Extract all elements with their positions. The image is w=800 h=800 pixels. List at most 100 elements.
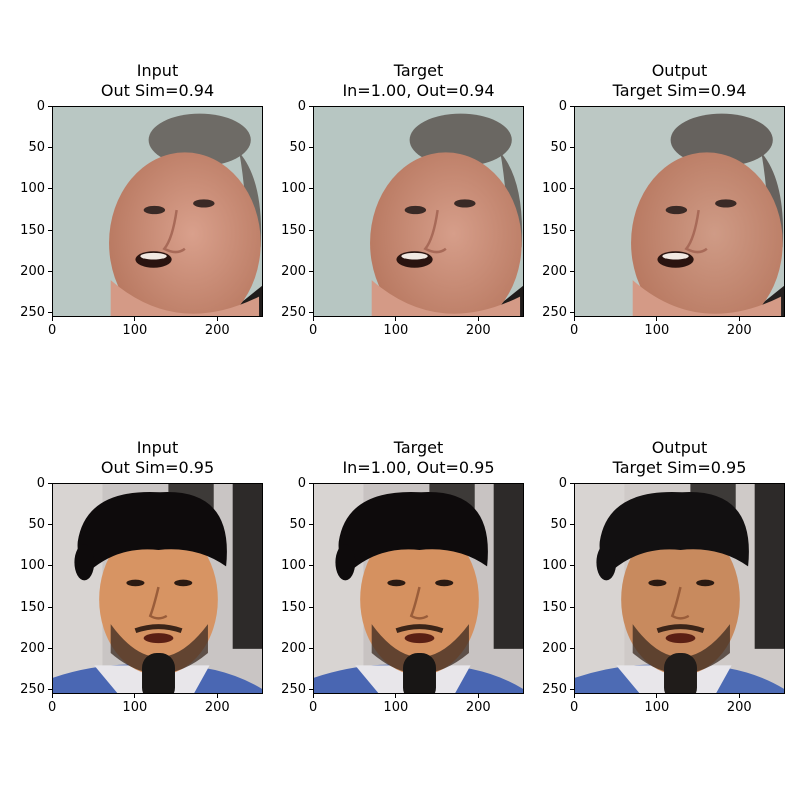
y-tick-label: 250 xyxy=(20,682,45,698)
y-tick-label: 50 xyxy=(550,140,567,156)
y-tick-label: 0 xyxy=(36,476,45,491)
y-tick-mark xyxy=(570,483,574,484)
y-tick-mark xyxy=(48,312,52,314)
y-tick-mark xyxy=(48,147,52,149)
y-tick-mark xyxy=(309,606,313,608)
subplot-title-line2: In=1.00, Out=0.94 xyxy=(342,81,495,100)
subplot-title-line2: Target Sim=0.94 xyxy=(612,81,747,100)
y-tick-mark xyxy=(570,312,574,314)
y-tick-label: 250 xyxy=(281,682,306,698)
y-tick-label: 50 xyxy=(550,517,567,533)
y-tick-label: 0 xyxy=(558,99,567,114)
y-tick-label: 150 xyxy=(20,222,45,238)
subplot-image-face-man-with-microphone xyxy=(52,483,263,694)
y-tick-mark xyxy=(48,565,52,567)
y-tick-mark xyxy=(570,147,574,149)
subplot-title: Target In=1.00, Out=0.94 xyxy=(289,61,549,101)
subplot-title: Input Out Sim=0.95 xyxy=(28,438,288,478)
y-tick-mark xyxy=(309,689,313,691)
y-tick-label: 200 xyxy=(542,263,567,279)
y-tick-mark xyxy=(309,565,313,567)
x-tick-mark xyxy=(313,317,314,321)
y-tick-mark xyxy=(48,270,52,272)
y-tick-label: 200 xyxy=(20,640,45,656)
x-tick-label: 100 xyxy=(383,323,409,338)
x-tick-mark xyxy=(313,694,314,698)
x-tick-label: 200 xyxy=(465,323,491,338)
x-tick-mark xyxy=(395,694,397,698)
x-tick-mark xyxy=(574,694,575,698)
x-tick-label: 100 xyxy=(644,700,670,715)
x-tick-mark xyxy=(574,317,575,321)
x-tick-label: 0 xyxy=(309,323,318,338)
y-tick-mark xyxy=(309,229,313,231)
y-tick-label: 200 xyxy=(542,640,567,656)
x-tick-label: 100 xyxy=(644,323,670,338)
x-tick-mark xyxy=(134,694,136,698)
subplot-title-line2: Out Sim=0.94 xyxy=(100,81,215,100)
x-tick-mark xyxy=(477,694,479,698)
y-tick-label: 200 xyxy=(281,263,306,279)
x-tick-label: 200 xyxy=(726,323,752,338)
x-tick-label: 100 xyxy=(383,700,409,715)
x-tick-label: 0 xyxy=(570,700,579,715)
x-tick-mark xyxy=(52,694,53,698)
x-tick-label: 0 xyxy=(570,323,579,338)
y-tick-mark xyxy=(309,524,313,526)
subplot-title-line1: Output xyxy=(651,438,708,457)
y-tick-label: 100 xyxy=(281,181,306,197)
y-tick-label: 250 xyxy=(20,305,45,321)
x-tick-label: 200 xyxy=(204,700,230,715)
x-tick-label: 200 xyxy=(465,700,491,715)
face-image-svg xyxy=(575,107,784,316)
y-tick-label: 150 xyxy=(542,222,567,238)
y-tick-mark xyxy=(570,647,574,649)
y-tick-mark xyxy=(309,270,313,272)
y-tick-mark xyxy=(48,689,52,691)
subplot-title: Output Target Sim=0.94 xyxy=(550,61,800,101)
x-tick-label: 0 xyxy=(309,700,318,715)
x-tick-mark xyxy=(738,694,740,698)
y-tick-mark xyxy=(570,606,574,608)
x-tick-label: 200 xyxy=(726,700,752,715)
y-tick-label: 50 xyxy=(289,140,306,156)
x-tick-label: 200 xyxy=(204,323,230,338)
y-tick-label: 150 xyxy=(20,599,45,615)
x-tick-mark xyxy=(656,694,658,698)
subplot-title-line2: Out Sim=0.95 xyxy=(100,458,215,477)
y-tick-mark xyxy=(48,229,52,231)
subplot-title-line2: Target Sim=0.95 xyxy=(612,458,747,477)
y-tick-label: 150 xyxy=(542,599,567,615)
y-tick-mark xyxy=(309,312,313,314)
subplot-image-face-man-with-microphone xyxy=(313,483,524,694)
y-tick-label: 0 xyxy=(297,476,306,491)
x-tick-mark xyxy=(738,317,740,321)
y-tick-mark xyxy=(309,106,313,107)
y-tick-label: 100 xyxy=(20,181,45,197)
y-tick-label: 250 xyxy=(542,305,567,321)
y-tick-mark xyxy=(309,147,313,149)
y-tick-mark xyxy=(48,188,52,190)
y-tick-label: 250 xyxy=(281,305,306,321)
y-tick-mark xyxy=(309,483,313,484)
y-tick-label: 200 xyxy=(281,640,306,656)
x-tick-mark xyxy=(477,317,479,321)
subplot-title: Target In=1.00, Out=0.95 xyxy=(289,438,549,478)
y-tick-label: 50 xyxy=(28,140,45,156)
y-tick-mark xyxy=(570,524,574,526)
x-tick-mark xyxy=(656,317,658,321)
face-image-svg xyxy=(53,484,262,693)
x-tick-mark xyxy=(134,317,136,321)
y-tick-mark xyxy=(570,188,574,190)
y-tick-mark xyxy=(570,106,574,107)
x-tick-label: 0 xyxy=(48,700,57,715)
subplot-title: Output Target Sim=0.95 xyxy=(550,438,800,478)
y-tick-label: 250 xyxy=(542,682,567,698)
y-tick-label: 100 xyxy=(281,558,306,574)
subplot-image-face-balding-man xyxy=(52,106,263,317)
x-tick-label: 100 xyxy=(122,700,148,715)
y-tick-mark xyxy=(48,524,52,526)
y-tick-label: 50 xyxy=(28,517,45,533)
y-tick-label: 150 xyxy=(281,222,306,238)
y-tick-mark xyxy=(309,188,313,190)
